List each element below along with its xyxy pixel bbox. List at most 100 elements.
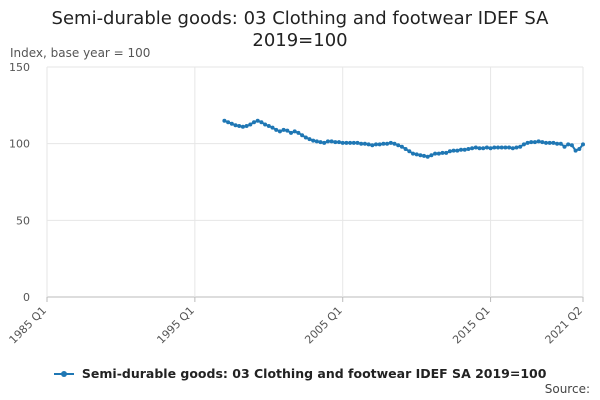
data-point[interactable] [263,122,268,127]
data-point[interactable] [274,127,279,132]
data-point[interactable] [484,145,489,150]
data-point[interactable] [318,140,323,145]
data-point[interactable] [277,129,282,134]
data-point[interactable] [289,130,293,135]
data-point[interactable] [470,146,475,151]
data-point[interactable] [333,140,338,145]
data-point[interactable] [562,144,567,149]
data-point[interactable] [577,147,582,151]
data-point[interactable] [407,149,412,154]
data-point[interactable] [451,148,456,153]
data-point[interactable] [233,123,238,128]
data-point[interactable] [344,140,349,145]
data-point[interactable] [492,145,497,150]
data-point[interactable] [385,141,390,146]
data-point[interactable] [481,146,486,151]
data-point[interactable] [255,118,260,123]
data-point[interactable] [303,135,308,140]
data-point[interactable] [370,143,375,148]
data-point[interactable] [337,140,341,145]
data-point[interactable] [459,147,463,152]
data-point[interactable] [414,152,419,157]
data-point[interactable] [237,124,242,128]
data-point[interactable] [499,145,504,150]
data-point[interactable] [422,153,426,158]
data-point[interactable] [425,154,430,159]
data-point[interactable] [359,141,364,146]
data-point[interactable] [581,142,585,147]
data-point[interactable] [455,148,460,153]
data-point[interactable] [544,140,548,145]
data-point[interactable] [529,140,534,145]
data-point[interactable] [444,150,449,155]
legend[interactable]: Semi-durable goods: 03 Clothing and foot… [0,366,600,381]
data-point[interactable] [566,142,571,147]
data-point[interactable] [403,147,408,151]
data-point[interactable] [436,151,441,156]
data-point[interactable] [473,145,478,150]
data-point[interactable] [362,141,367,146]
data-point[interactable] [252,120,256,125]
data-point[interactable] [507,145,512,150]
data-point[interactable] [388,140,393,145]
data-point[interactable] [392,141,397,146]
data-point[interactable] [355,140,360,145]
data-point[interactable] [311,138,316,143]
data-point[interactable] [532,140,537,145]
data-point[interactable] [300,133,305,138]
data-point[interactable] [488,146,493,151]
data-point[interactable] [396,143,401,148]
data-point[interactable] [536,139,541,144]
data-point[interactable] [270,125,275,130]
data-point[interactable] [521,142,526,147]
data-point[interactable] [229,121,234,126]
data-point[interactable] [462,147,467,152]
data-point[interactable] [418,153,423,158]
data-point[interactable] [440,150,445,155]
data-point[interactable] [381,141,386,146]
data-point[interactable] [259,120,264,125]
data-point[interactable] [399,144,404,149]
data-point[interactable] [222,118,227,123]
data-point[interactable] [518,144,523,149]
data-point[interactable] [569,143,574,148]
grid-lines [46,66,584,302]
data-point[interactable] [374,142,378,147]
data-point[interactable] [555,141,560,146]
data-point[interactable] [510,146,515,151]
data-point[interactable] [466,147,471,151]
data-point[interactable] [573,148,578,153]
data-point[interactable] [226,120,231,125]
data-point[interactable] [281,127,286,132]
data-point[interactable] [477,146,482,151]
data-point[interactable] [307,137,312,142]
data-point[interactable] [433,151,438,156]
data-point[interactable] [377,142,382,147]
data-point[interactable] [503,145,508,150]
data-point[interactable] [266,124,271,128]
data-point[interactable] [558,141,563,146]
data-point[interactable] [322,140,327,145]
data-point[interactable] [325,139,330,144]
data-point[interactable] [447,149,452,154]
data-point[interactable] [525,140,530,145]
data-point[interactable] [429,153,434,158]
data-point[interactable] [285,128,290,133]
data-point[interactable] [351,140,356,145]
data-point[interactable] [314,139,319,144]
data-point[interactable] [551,140,556,145]
data-point[interactable] [240,124,245,129]
data-point[interactable] [244,124,249,128]
data-point[interactable] [514,145,519,150]
data-point[interactable] [411,151,415,156]
data-point[interactable] [296,130,301,135]
data-point[interactable] [248,122,253,127]
data-point[interactable] [292,129,297,134]
data-point[interactable] [547,140,552,145]
data-point[interactable] [366,142,371,147]
data-point[interactable] [540,140,545,145]
data-point[interactable] [340,140,345,145]
data-point[interactable] [329,139,334,144]
data-point[interactable] [348,140,353,145]
data-point[interactable] [496,145,500,150]
